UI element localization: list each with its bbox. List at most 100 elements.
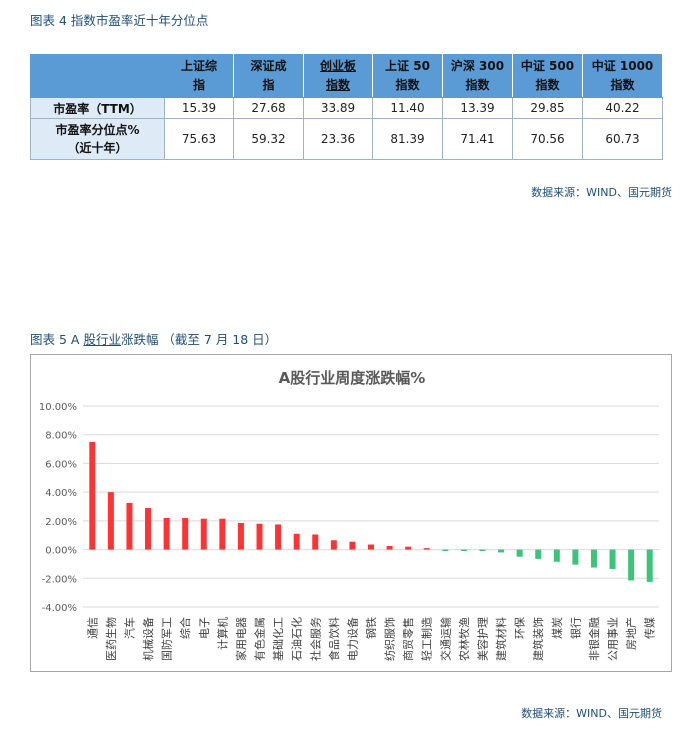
y-tick-label: 4.00% [45, 488, 77, 499]
x-tick-label: 电力设备 [345, 617, 359, 661]
y-tick-label: -2.00% [42, 574, 77, 585]
table-cell: 15.39 [164, 97, 234, 119]
bar-15 [368, 544, 374, 550]
col-header-szse-component: 深证成指 [233, 54, 304, 98]
bar-22 [498, 549, 505, 553]
col-header-sse50: 上证 50 指数 [372, 54, 443, 98]
x-tick-label: 传媒 [644, 617, 657, 639]
y-tick-label: 2.00% [45, 517, 77, 528]
table-cell: 29.85 [512, 97, 583, 119]
table-cell: 71.41 [442, 118, 513, 160]
bar-20 [460, 549, 467, 552]
table-cell: 75.63 [164, 118, 234, 160]
bar-9 [256, 523, 263, 550]
x-tick-label: 建筑装饰 [531, 617, 545, 661]
bar-25 [553, 549, 560, 562]
x-tick-label: 交通运输 [438, 617, 452, 661]
chart-title: A股行业周度涨跌幅% [279, 369, 426, 387]
bar-27 [590, 549, 597, 568]
bar-23 [516, 549, 523, 557]
bar-3 [145, 507, 152, 550]
col-header-chinext: 创业板 指数 [303, 54, 373, 98]
bar-29 [628, 549, 635, 581]
y-tick-label: 6.00% [45, 459, 77, 470]
x-tick-label: 房地产 [624, 617, 638, 650]
x-tick-label: 通信 [86, 617, 99, 639]
x-tick-label: 机械设备 [141, 617, 155, 661]
x-tick-label: 银行 [568, 617, 582, 639]
pe-percentile-table: 上证综指 深证成指 创业板 指数 上证 50 指数 沪深 300 指数 中证 500 指… [30, 54, 663, 160]
figure-5-source: 数据来源：WIND、国元期货 [521, 707, 662, 720]
bar-17 [405, 546, 412, 550]
table-cell: 27.68 [233, 97, 304, 119]
bar-16 [386, 545, 393, 550]
bar-24 [535, 549, 542, 559]
col-header-csi1000: 中证 1000 指数 [582, 54, 663, 98]
table-cell: 11.40 [372, 97, 443, 119]
col-header-sse-composite: 上证综指 [164, 54, 234, 98]
x-tick-label: 家用电器 [234, 617, 248, 661]
table-header-row: 上证综指 深证成指 创业板 指数 上证 50 指数 沪深 300 指数 中证 500 指… [30, 54, 663, 98]
row-label-pe-percentile: 市盈率分位点% （近十年） [30, 118, 165, 160]
x-tick-label: 农林牧渔 [457, 617, 471, 661]
x-tick-label: 医药生物 [104, 617, 118, 661]
bar-26 [572, 549, 579, 565]
y-tick-label: -4.00% [42, 603, 77, 614]
x-tick-label: 社会服务 [308, 617, 322, 661]
table-cell: 60.73 [582, 118, 663, 160]
chart-canvas: A股行业周度涨跌幅% 10.00% 8.00% 6.00% 4.00% 2.00% 0.0… [39, 369, 659, 661]
row-label-pe-ttm: 市盈率（TTM） [30, 97, 165, 119]
y-tick-label: 10.00% [39, 402, 77, 413]
bar-19 [442, 549, 449, 552]
x-tick-label: 纺织服饰 [383, 617, 397, 661]
x-tick-label: 公用事业 [607, 617, 620, 661]
bar-2 [126, 502, 133, 550]
bar-30 [646, 549, 653, 582]
bar-4 [163, 517, 170, 550]
x-tick-label: 电子 [198, 617, 211, 639]
bar-6 [200, 518, 207, 550]
bar-12 [312, 534, 319, 550]
x-tick-label: 美容护理 [475, 617, 489, 661]
table-cell: 59.32 [233, 118, 304, 160]
x-tick-label: 石油石化 [290, 617, 304, 661]
bar-0 [89, 441, 96, 550]
industry-weekly-change-chart: A股行业周度涨跌幅% 10.00% 8.00% 6.00% 4.00% 2.00% 0.0… [30, 354, 672, 672]
table-cell: 81.39 [372, 118, 443, 160]
table-cell: 23.36 [303, 118, 373, 160]
bar-14 [349, 541, 356, 550]
table-cell: 70.56 [512, 118, 583, 160]
table-cell: 40.22 [582, 97, 663, 119]
table-row-pe-ttm: 市盈率（TTM） 15.39 27.68 33.89 11.40 13.39 2… [30, 97, 663, 119]
y-tick-label: 8.00% [45, 431, 77, 442]
figure-5-title-underlined: 股行业 [83, 332, 121, 347]
bar-7 [219, 518, 226, 550]
x-tick-label: 商贸零售 [401, 617, 415, 661]
figure-5-title: 图表 5 A 股行业涨跌幅 （截至 7 月 18 日） [30, 332, 278, 347]
figure-4-source: 数据来源：WIND、国元期货 [531, 186, 672, 199]
x-tick-label: 计算机 [215, 617, 229, 650]
bar-11 [293, 533, 300, 550]
x-tick-label: 轻工制造 [420, 617, 434, 661]
bar-8 [237, 523, 244, 550]
col-header-csi300: 沪深 300 指数 [442, 54, 513, 98]
col-header-csi500: 中证 500 指数 [512, 54, 583, 98]
y-tick-label: 0.00% [45, 546, 77, 557]
table-cell: 13.39 [442, 97, 513, 119]
bar-10 [275, 524, 282, 550]
table-header-corner [30, 54, 165, 98]
x-tick-label: 环保 [513, 617, 527, 639]
x-tick-label: 有色金属 [253, 617, 267, 661]
x-tick-label: 国防军工 [160, 617, 174, 661]
bar-1 [107, 492, 114, 550]
x-tick-label: 食品饮料 [327, 617, 341, 661]
x-tick-label: 钢铁 [365, 617, 378, 639]
x-tick-label: 汽车 [122, 617, 136, 639]
figure-4-title: 图表 4 指数市盈率近十年分位点 [30, 13, 209, 28]
bar-13 [330, 540, 337, 550]
x-tick-label: 综合 [178, 617, 192, 639]
bar-28 [609, 549, 616, 569]
x-tick-label: 煤炭 [551, 617, 564, 639]
bar-5 [182, 517, 189, 550]
bar-18 [423, 548, 430, 550]
